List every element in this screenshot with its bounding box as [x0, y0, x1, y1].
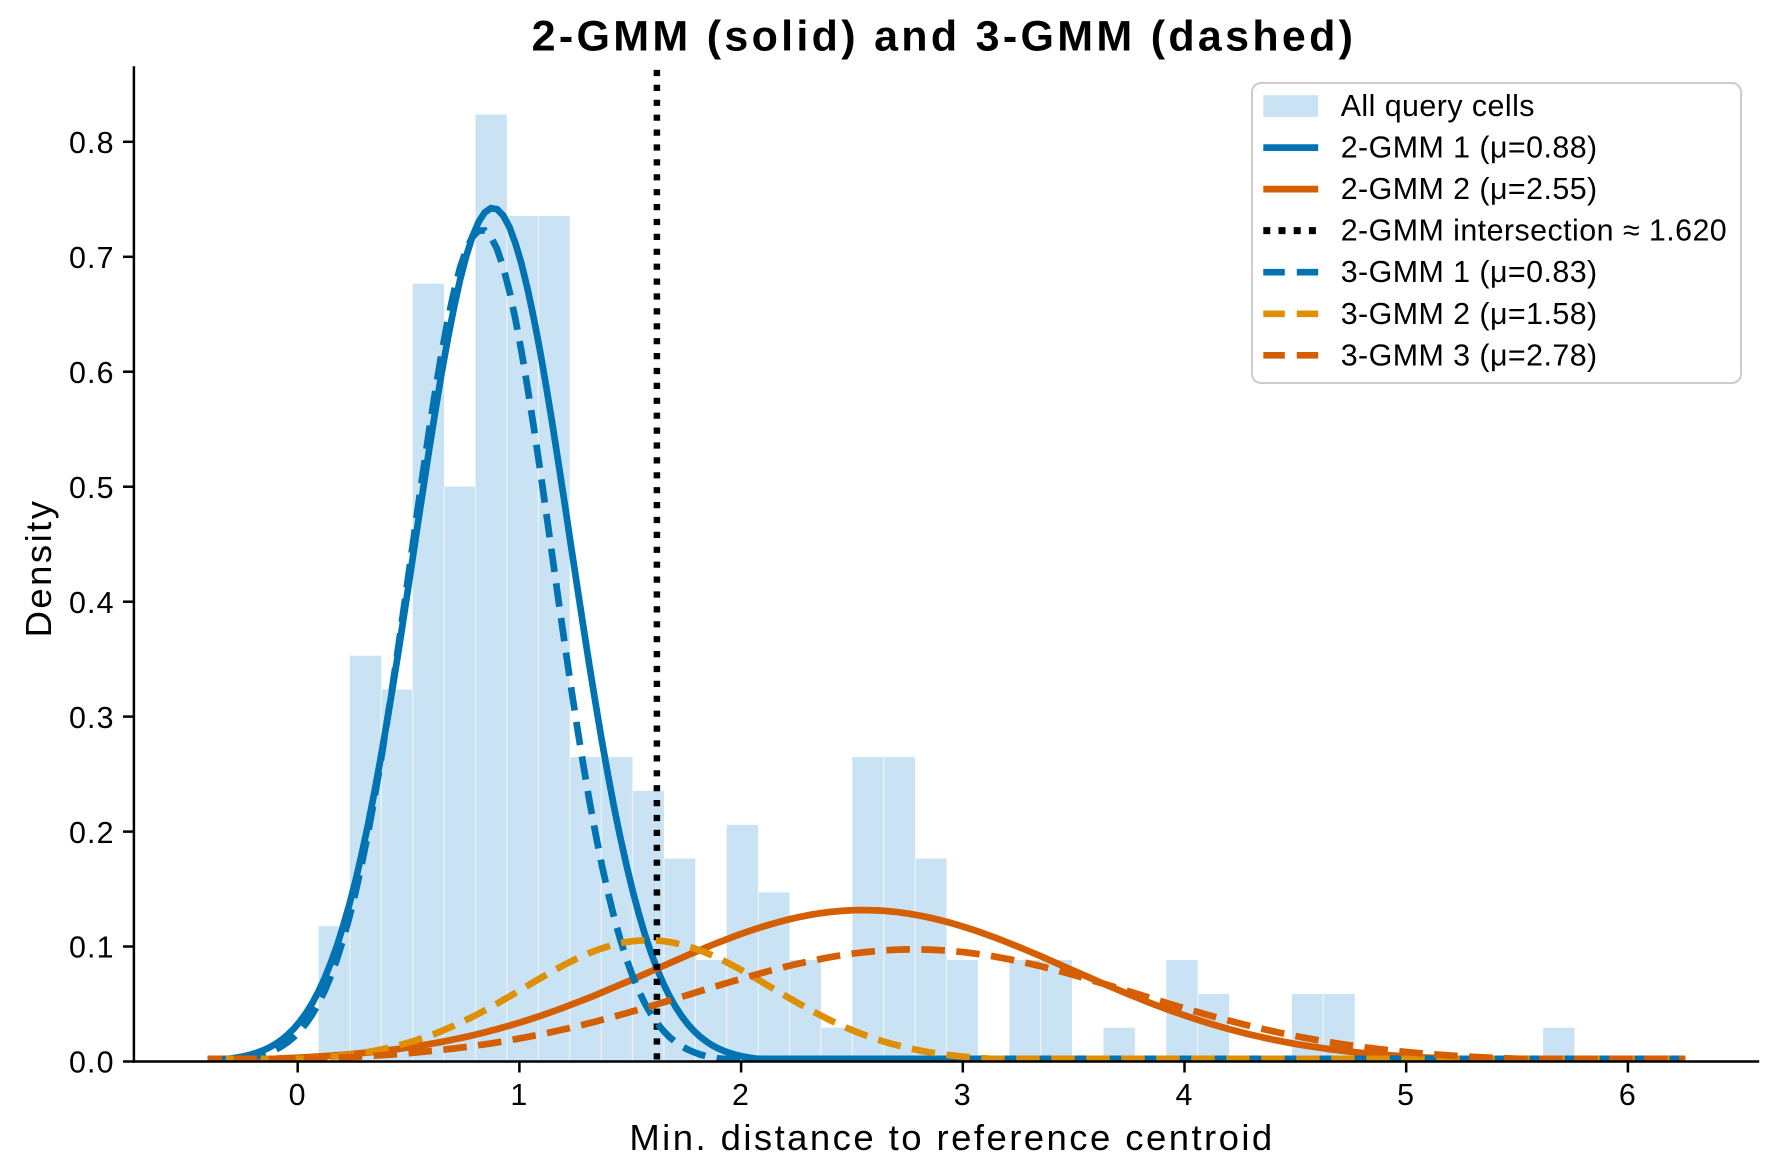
- svg-text:2: 2: [732, 1078, 750, 1112]
- svg-text:0.8: 0.8: [69, 126, 115, 160]
- svg-text:1: 1: [510, 1078, 528, 1112]
- svg-text:0.4: 0.4: [69, 586, 115, 620]
- svg-text:0.1: 0.1: [69, 931, 115, 965]
- svg-text:0: 0: [289, 1078, 307, 1112]
- svg-text:4: 4: [1175, 1078, 1193, 1112]
- svg-text:0.5: 0.5: [69, 471, 115, 505]
- svg-text:5: 5: [1397, 1078, 1415, 1112]
- svg-text:Density: Density: [18, 499, 59, 638]
- svg-text:2-GMM 1 (μ=0.88): 2-GMM 1 (μ=0.88): [1341, 131, 1598, 165]
- svg-text:6: 6: [1619, 1078, 1637, 1112]
- svg-text:0.3: 0.3: [69, 701, 115, 735]
- svg-text:2-GMM (solid) and 3-GMM (dashe: 2-GMM (solid) and 3-GMM (dashed): [532, 13, 1357, 61]
- svg-text:0.0: 0.0: [69, 1046, 115, 1080]
- svg-text:3-GMM 3 (μ=2.78): 3-GMM 3 (μ=2.78): [1341, 338, 1598, 372]
- svg-text:All query cells: All query cells: [1341, 89, 1535, 123]
- svg-text:0.6: 0.6: [69, 356, 115, 390]
- svg-text:0.7: 0.7: [69, 241, 115, 275]
- svg-text:3-GMM 2 (μ=1.58): 3-GMM 2 (μ=1.58): [1341, 297, 1598, 331]
- svg-text:2-GMM intersection ≈ 1.620: 2-GMM intersection ≈ 1.620: [1341, 214, 1727, 248]
- svg-text:2-GMM 2 (μ=2.55): 2-GMM 2 (μ=2.55): [1341, 172, 1598, 206]
- svg-text:Min. distance to reference cen: Min. distance to reference centroid: [629, 1117, 1274, 1158]
- svg-text:3: 3: [954, 1078, 972, 1112]
- svg-text:0.2: 0.2: [69, 816, 115, 850]
- svg-text:3-GMM 1 (μ=0.83): 3-GMM 1 (μ=0.83): [1341, 255, 1598, 289]
